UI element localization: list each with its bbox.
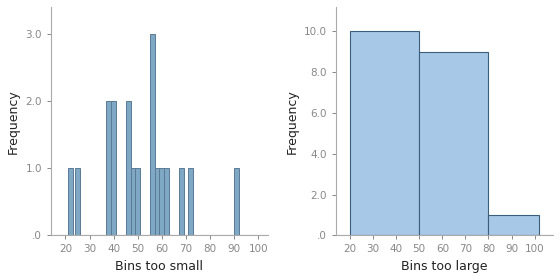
Bar [155, 168, 160, 235]
Bar [130, 168, 136, 235]
Bar [188, 168, 193, 235]
Bar [160, 168, 164, 235]
Y-axis label: Frequency: Frequency [7, 89, 20, 154]
Bar [234, 168, 239, 235]
Bar [68, 168, 73, 235]
Bar [136, 168, 140, 235]
X-axis label: Bins too small: Bins too small [115, 260, 203, 273]
Bar [75, 168, 80, 235]
Bar [350, 31, 419, 235]
Bar [164, 168, 169, 235]
Bar [111, 101, 116, 235]
Bar [150, 34, 155, 235]
Bar [126, 101, 130, 235]
Bar [419, 52, 488, 235]
Y-axis label: Frequency: Frequency [286, 89, 298, 154]
Bar [488, 215, 539, 235]
X-axis label: Bins too large: Bins too large [402, 260, 488, 273]
Bar [179, 168, 184, 235]
Bar [106, 101, 111, 235]
